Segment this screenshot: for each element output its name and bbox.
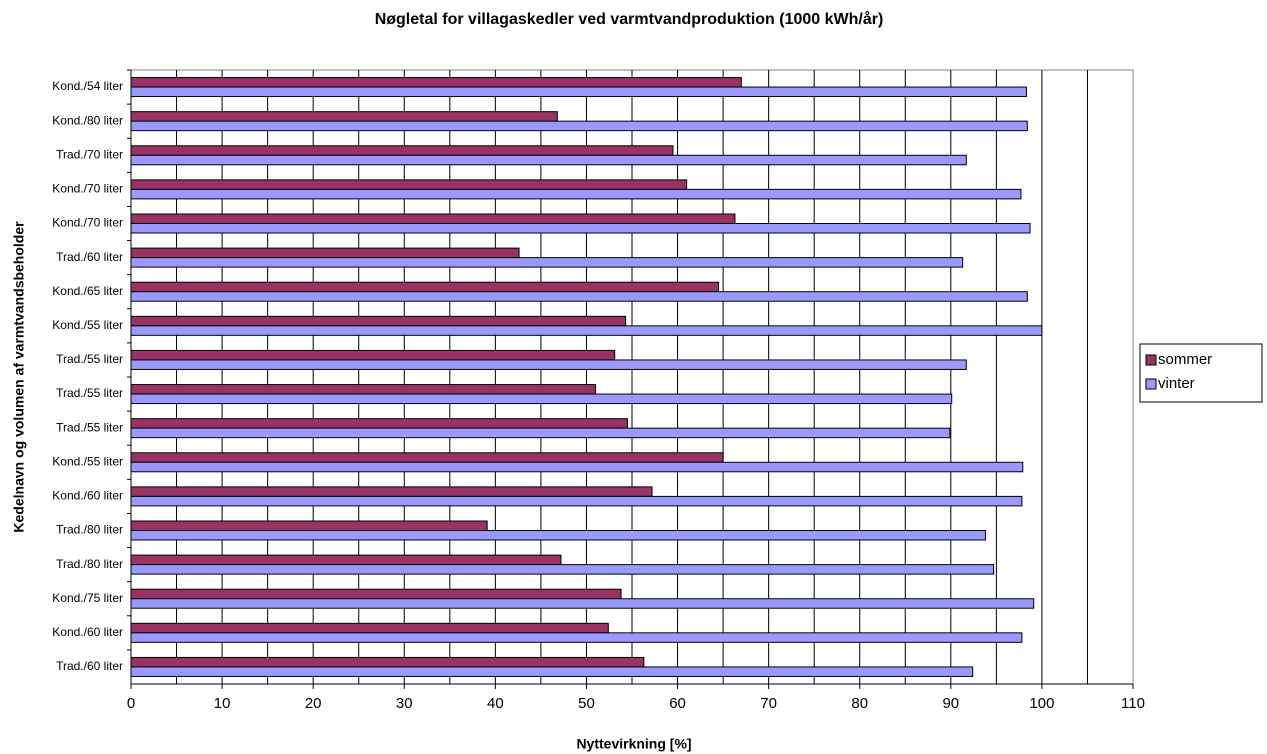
y-tick-label: Trad./80 liter (56, 557, 123, 571)
bar (130, 588, 622, 600)
bar (130, 349, 616, 361)
x-tick-label: 70 (760, 695, 777, 712)
bar (130, 179, 688, 190)
y-tick-label: Trad./60 liter (56, 659, 123, 673)
chart-title: Nøgletal for villagaskedler ved varmtvan… (375, 10, 884, 28)
bar (130, 359, 967, 370)
x-axis-label: Nyttevirkning [%] (576, 736, 691, 752)
bar (130, 154, 967, 166)
bar (130, 530, 986, 541)
y-tick-label: Kond./75 liter (52, 591, 123, 605)
x-tick-label: 40 (487, 695, 504, 712)
y-tick-label: Trad./55 liter (56, 386, 123, 400)
bar (130, 111, 558, 122)
bar (130, 77, 742, 88)
bar (130, 281, 720, 293)
x-tick-label: 0 (127, 695, 135, 712)
bar (130, 213, 736, 224)
bar (130, 461, 1024, 473)
bar (130, 315, 627, 327)
bar (130, 632, 1023, 643)
x-tick-label: 80 (851, 695, 868, 712)
bar (130, 622, 609, 634)
y-tick-label: Kond./55 liter (52, 318, 123, 332)
bar (130, 188, 1022, 200)
bar (130, 120, 1028, 132)
y-axis-label: Kedelnavn og volumen af varmtvandsbehold… (11, 221, 27, 533)
bar (130, 427, 951, 439)
bar (130, 86, 1027, 98)
y-tick-label: Trad./80 liter (56, 523, 123, 537)
y-tick-label: Kond./60 liter (52, 489, 123, 503)
bar (130, 495, 1023, 507)
x-tick-label: 60 (669, 695, 686, 712)
bar (130, 486, 653, 497)
bar (130, 554, 562, 566)
x-tick-label: 20 (305, 695, 322, 712)
y-tick-label: Trad./55 liter (56, 352, 123, 366)
y-tick-label: Trad./55 liter (56, 420, 123, 434)
bar (130, 223, 1031, 234)
bar (130, 247, 520, 259)
y-tick-label: Kond./55 liter (52, 454, 123, 468)
bar (130, 598, 1035, 609)
x-tick-label: 90 (942, 695, 959, 712)
bar (130, 257, 964, 268)
legend-label: vinter (1158, 375, 1195, 392)
legend-box (1139, 343, 1263, 403)
bar (130, 393, 953, 405)
bar (130, 291, 1028, 302)
y-tick-label: Kond./65 liter (52, 284, 123, 298)
x-tick-label: 50 (578, 695, 595, 712)
x-tick-label: 110 (1121, 695, 1145, 712)
bar (130, 564, 995, 575)
y-tick-label: Kond./60 liter (52, 625, 123, 639)
x-tick-label: 100 (1029, 695, 1054, 712)
legend-label: sommer (1158, 351, 1212, 368)
x-tick-label: 10 (214, 695, 231, 712)
y-tick-label: Kond./70 liter (52, 182, 123, 196)
bar (130, 325, 1043, 336)
bar (130, 384, 597, 395)
x-tick-label: 30 (396, 695, 413, 712)
legend-swatch (1145, 354, 1157, 366)
bar (130, 418, 628, 429)
legend-swatch (1145, 378, 1157, 390)
y-tick-label: Kond./70 liter (52, 216, 123, 230)
bar (130, 520, 488, 531)
y-tick-label: Trad./70 liter (56, 147, 123, 161)
y-tick-label: Kond./80 liter (52, 113, 123, 127)
y-tick-label: Kond./54 liter (52, 79, 123, 93)
bar (130, 666, 974, 677)
bar (130, 145, 674, 156)
y-tick-label: Trad./60 liter (56, 250, 123, 264)
bar (130, 656, 645, 668)
bar (130, 452, 724, 463)
